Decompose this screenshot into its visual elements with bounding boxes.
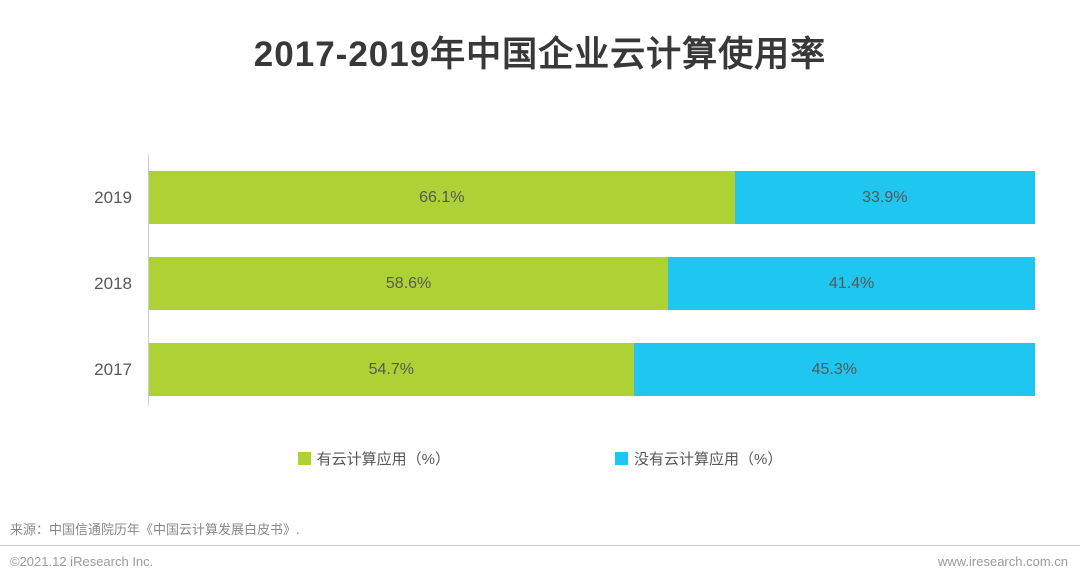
- bar-value-label: 54.7%: [368, 360, 414, 378]
- legend-swatch-green-icon: [297, 452, 311, 465]
- footer-copyright: ©2021.12 iResearch Inc.: [10, 554, 154, 569]
- legend-item-has-cloud: 有云计算应用（%）: [297, 448, 450, 469]
- bar-segment: 66.1%: [149, 171, 735, 224]
- category-label: 2019: [94, 188, 132, 207]
- bar-track: 54.7% 45.3%: [149, 343, 1035, 396]
- source-note: 来源：中国信通院历年《中国云计算发展白皮书》.: [10, 522, 300, 537]
- chart-legend: 有云计算应用（%） 没有云计算应用（%）: [0, 448, 1080, 469]
- legend-label-has-cloud: 有云计算应用（%）: [316, 451, 450, 468]
- legend-label-no-cloud: 没有云计算应用（%）: [634, 451, 783, 468]
- chart-title: 2017-2019年中国企业云计算使用率: [253, 35, 827, 74]
- bar-segment: 45.3%: [633, 343, 1035, 396]
- bar-value-label: 66.1%: [419, 188, 465, 206]
- y-axis-line: [148, 155, 149, 405]
- bar-segment: 33.9%: [734, 171, 1035, 224]
- bar-value-label: 33.9%: [862, 188, 908, 206]
- bar-segment: 54.7%: [149, 343, 634, 396]
- footer-website: www.iresearch.com.cn: [937, 554, 1068, 569]
- legend-swatch-blue-icon: [615, 452, 628, 465]
- category-label: 2018: [94, 274, 132, 293]
- footer-divider: [0, 545, 1080, 546]
- bar-track: 58.6% 41.4%: [149, 257, 1035, 310]
- bar-segment: 41.4%: [668, 257, 1035, 310]
- bar-value-label: 41.4%: [828, 274, 875, 292]
- bar-value-label: 45.3%: [811, 360, 857, 378]
- legend-item-no-cloud: 没有云计算应用（%）: [615, 448, 782, 469]
- chart-row-2017: 2017 54.7% 45.3%: [0, 343, 1080, 396]
- chart-row-2019: 2019 66.1% 33.9%: [0, 171, 1080, 224]
- bar-segment: 58.6%: [149, 257, 669, 310]
- bar-value-label: 58.6%: [385, 274, 432, 292]
- bar-track: 66.1% 33.9%: [149, 171, 1035, 224]
- category-label: 2017: [94, 360, 132, 379]
- bar-chart: 2019 66.1% 33.9% 2018 58.6% 41.4% 2017 54.7% 45.…: [0, 150, 1080, 410]
- chart-row-2018: 2018 58.6% 41.4%: [0, 257, 1080, 310]
